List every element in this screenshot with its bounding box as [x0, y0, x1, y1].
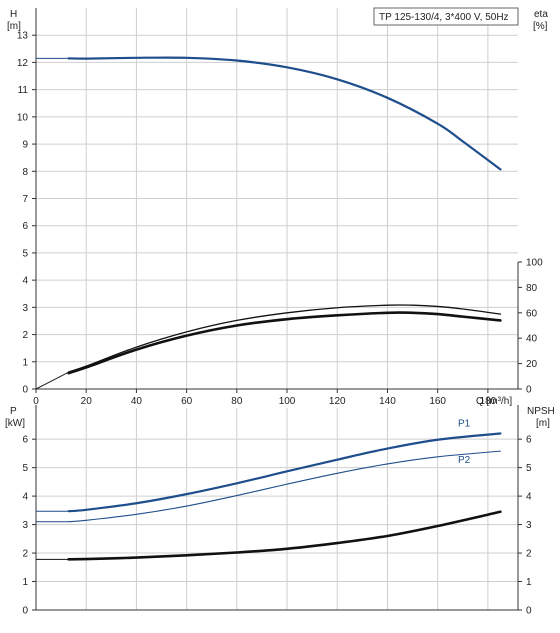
- top-right-tick-label: 60: [526, 308, 538, 319]
- top-left-tick-label: 8: [22, 167, 28, 178]
- npsh-curve: [67, 510, 502, 561]
- top-left-tick-label: 9: [22, 140, 28, 151]
- x-tick-label: 0: [33, 396, 39, 407]
- efficiency-curve-upper: [67, 304, 502, 373]
- x-tick-label: 160: [429, 396, 446, 407]
- top-left-tick-label: 1: [22, 357, 28, 368]
- top-left-tick-label: 11: [18, 85, 29, 96]
- bottom-left-tick-label: 6: [22, 435, 28, 446]
- top-left-tick-label: 5: [22, 248, 28, 259]
- title-box: [373, 7, 519, 26]
- x-tick-label: 120: [329, 396, 346, 407]
- bottom-left-axis-unit: [kW]: [5, 418, 25, 429]
- eta-curve-extension: [35, 371, 69, 390]
- bottom-right-tick-label: 0: [526, 606, 532, 617]
- top-right-axis-unit: [%]: [533, 21, 548, 32]
- top-left-tick-label: 4: [22, 276, 28, 287]
- bottom-right-tick-label: 3: [526, 520, 532, 531]
- bottom-left-tick-label: 0: [22, 606, 28, 617]
- top-left-tick-label: 12: [17, 58, 29, 69]
- top-left-tick-label: 0: [22, 385, 28, 396]
- x-tick-label: 60: [181, 396, 193, 407]
- bottom-right-axis-name: NPSH: [527, 406, 555, 417]
- bottom-left-tick-label: 4: [22, 492, 28, 503]
- x-tick-label: 20: [81, 396, 93, 407]
- top-left-tick-label: 2: [22, 330, 28, 341]
- x-axis-label: Q [m³/h]: [476, 396, 512, 407]
- bottom-left-tick-label: 3: [22, 520, 28, 531]
- head-curve: [67, 56, 502, 171]
- efficiency-curve-lower: [67, 311, 502, 375]
- top-right-tick-label: 40: [526, 334, 538, 345]
- x-tick-label: 40: [131, 396, 143, 407]
- series-label-p2: P2: [458, 455, 471, 466]
- x-tick-label: 140: [379, 396, 396, 407]
- x-tick-label: 180: [480, 396, 497, 407]
- top-right-tick-label: 80: [526, 283, 538, 294]
- x-tick-label: 80: [231, 396, 243, 407]
- top-right-axis-name: eta: [534, 9, 548, 20]
- bottom-right-tick-label: 1: [526, 577, 532, 588]
- bottom-right-axis-unit: [m]: [536, 418, 550, 429]
- top-right-tick-label: 100: [526, 258, 543, 269]
- power-p1-curve: [67, 432, 502, 513]
- top-left-tick-label: 7: [22, 194, 28, 205]
- bottom-left-axis-name: P: [10, 406, 17, 417]
- top-left-tick-label: 13: [17, 31, 29, 42]
- bottom-right-tick-label: 4: [526, 492, 532, 503]
- top-left-tick-label: 6: [22, 221, 28, 232]
- top-right-tick-label: 0: [526, 385, 532, 396]
- bottom-right-tick-label: 2: [526, 549, 532, 560]
- bottom-left-tick-label: 5: [22, 463, 28, 474]
- bottom-right-tick-label: 6: [526, 435, 532, 446]
- power-p2-curve: [68, 450, 501, 523]
- bottom-left-tick-label: 2: [22, 549, 28, 560]
- bottom-right-tick-label: 5: [526, 463, 532, 474]
- top-right-tick-label: 20: [526, 359, 538, 370]
- top-left-tick-label: 3: [22, 303, 28, 314]
- bottom-left-tick-label: 1: [22, 577, 28, 588]
- chart-title: TP 125-130/4, 3*400 V, 50Hz: [379, 12, 509, 23]
- series-label-p1: P1: [458, 418, 471, 429]
- top-left-tick-label: 10: [17, 112, 29, 123]
- top-left-axis-unit: [m]: [7, 21, 21, 32]
- x-tick-label: 100: [279, 396, 296, 407]
- top-left-axis-name: H: [10, 9, 17, 20]
